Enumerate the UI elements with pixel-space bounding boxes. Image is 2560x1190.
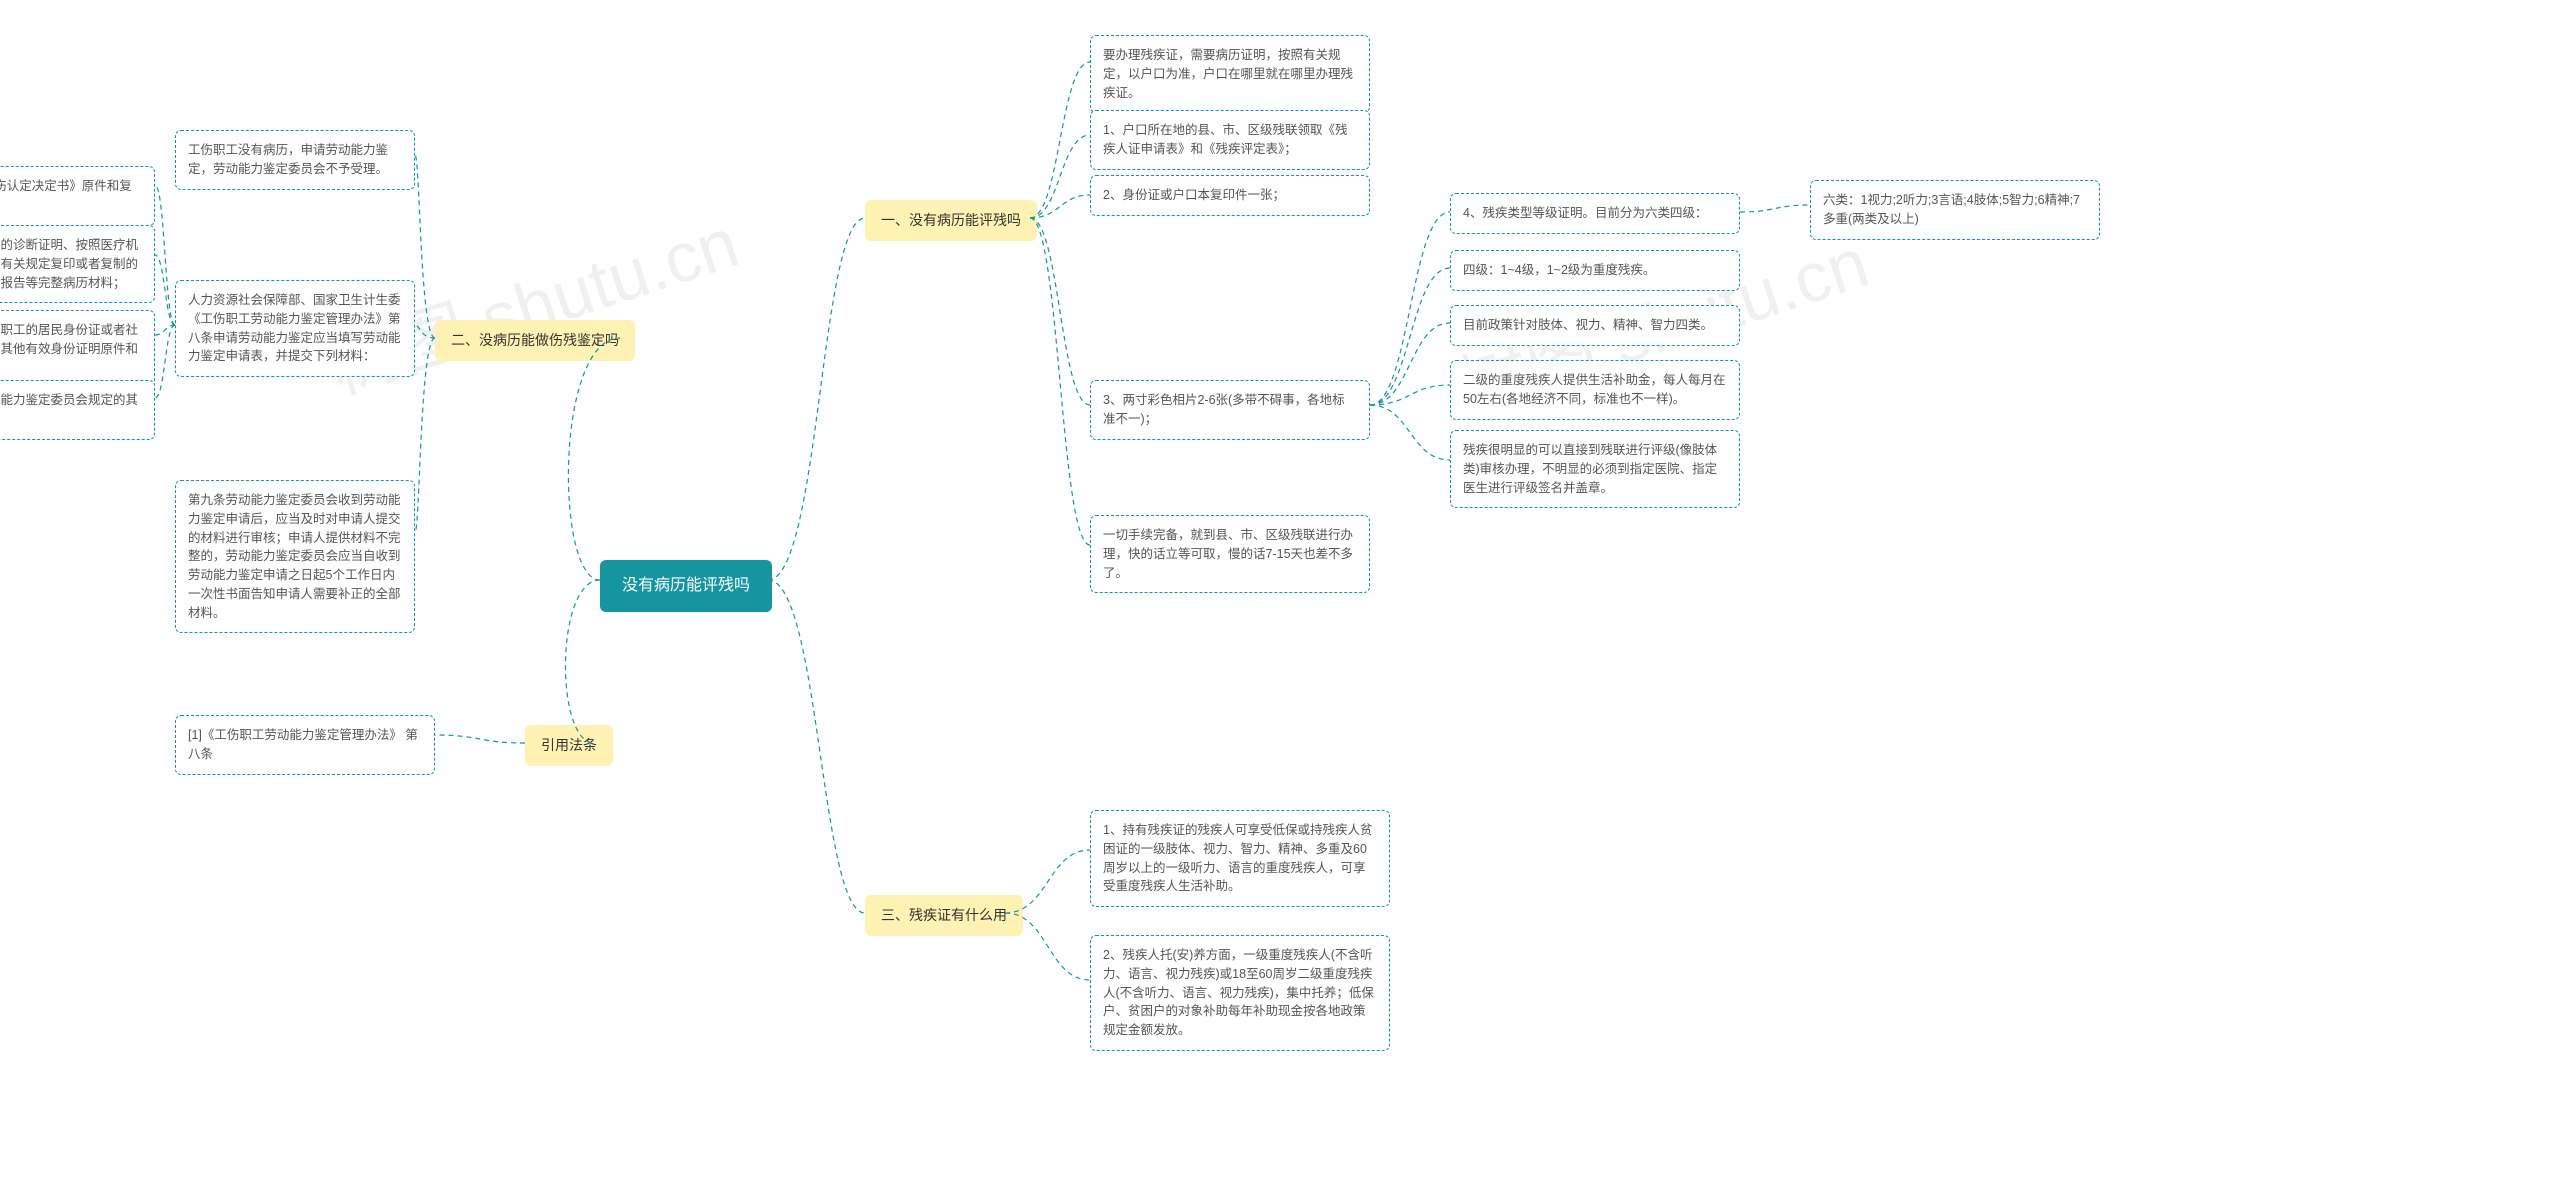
root-node: 没有病历能评残吗 [600,560,772,612]
leaf-b3-2: 2、残疾人托(安)养方面，一级重度残疾人(不含听力、语言、视力残疾)或18至60… [1090,935,1390,1051]
leaf-b3-1: 1、持有残疾证的残疾人可享受低保或持残疾人贫困证的一级肢体、视力、智力、精神、多… [1090,810,1390,907]
leaf-b1-3: 2、身份证或户口本复印件一张； [1090,175,1370,216]
branch-4: 引用法条 [525,725,613,766]
leaf-b1-8: 二级的重度残疾人提供生活补助金，每人每月在50左右(各地经济不同，标准也不一样)… [1450,360,1740,420]
leaf-b2-2-1: （一）《工伤认定决定书》原件和复印件； [0,166,155,226]
leaf-b2-1: 工伤职工没有病历，申请劳动能力鉴定，劳动能力鉴定委员会不予受理。 [175,130,415,190]
leaf-b2-2: 人力资源社会保障部、国家卫生计生委《工伤职工劳动能力鉴定管理办法》第八条申请劳动… [175,280,415,377]
leaf-b1-5: 4、残疾类型等级证明。目前分为六类四级： [1450,193,1740,234]
leaf-b1-9: 残疾很明显的可以直接到残联进行评级(像肢体类)审核办理，不明显的必须到指定医院、… [1450,430,1740,508]
leaf-b1-7: 目前政策针对肢体、视力、精神、智力四类。 [1450,305,1740,346]
leaf-b1-2: 1、户口所在地的县、市、区级残联领取《残疾人证申请表》和《残疾评定表》； [1090,110,1370,170]
leaf-b1-4: 3、两寸彩色相片2-6张(多带不碍事，各地标准不一)； [1090,380,1370,440]
branch-3: 三、残疾证有什么用 [865,895,1023,936]
leaf-b2-2-2: （二）有效的诊断证明、按照医疗机构病历管理有关规定复印或者复制的检查、检验报告等… [0,225,155,303]
leaf-b1-6: 四级：1~4级，1~2级为重度残疾。 [1450,250,1740,291]
branch-2: 二、没病历能做伤残鉴定吗 [435,320,635,361]
leaf-b1-5-1: 六类：1视力;2听力;3言语;4肢体;5智力;6精神;7多重(两类及以上) [1810,180,2100,240]
leaf-b1-1: 要办理残疾证，需要病历证明，按照有关规定，以户口为准，户口在哪里就在哪里办理残疾… [1090,35,1370,113]
leaf-b2-3: 第九条劳动能力鉴定委员会收到劳动能力鉴定申请后，应当及时对申请人提交的材料进行审… [175,480,415,633]
leaf-b1-10: 一切手续完备，就到县、市、区级残联进行办理，快的话立等可取，慢的话7-15天也差… [1090,515,1370,593]
leaf-b2-2-4: （四）劳动能力鉴定委员会规定的其他材料。 [0,380,155,440]
leaf-b2-2-3: （三）工伤职工的居民身份证或者社会保障卡等其他有效身份证明原件和复印件； [0,310,155,388]
leaf-b4-1: [1]《工伤职工劳动能力鉴定管理办法》 第八条 [175,715,435,775]
branch-1: 一、没有病历能评残吗 [865,200,1037,241]
